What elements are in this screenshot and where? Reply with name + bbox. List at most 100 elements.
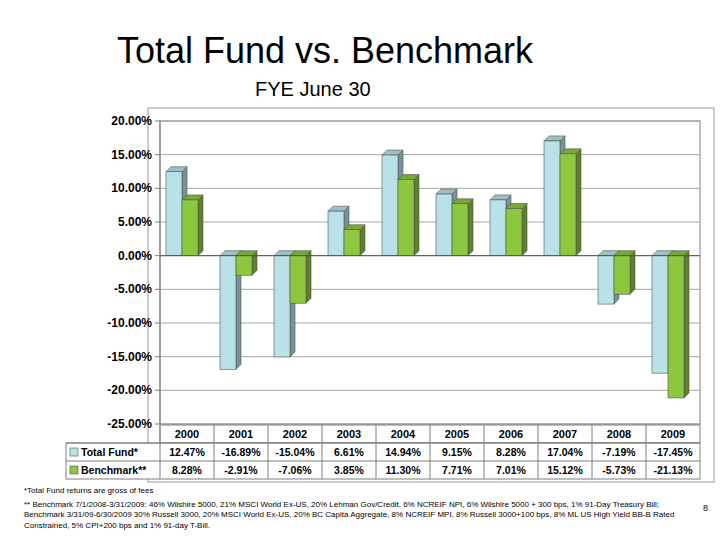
title: Total Fund vs. Benchmark bbox=[0, 30, 650, 72]
data-label: -7.19% bbox=[602, 446, 636, 458]
y-tick-label: 20.00% bbox=[111, 114, 152, 128]
x-tick-label: 2001 bbox=[229, 428, 253, 440]
bar bbox=[382, 155, 398, 256]
table-rule bbox=[430, 425, 431, 479]
bar-top bbox=[452, 199, 473, 204]
data-label: 14.94% bbox=[385, 446, 421, 458]
bar bbox=[490, 200, 506, 256]
bar bbox=[344, 230, 360, 256]
bar-top bbox=[398, 175, 419, 180]
y-axis bbox=[160, 121, 161, 424]
bar bbox=[166, 172, 182, 256]
tick-mark bbox=[155, 289, 160, 290]
y-tick-label: -20.00% bbox=[107, 383, 152, 397]
table-rule bbox=[66, 443, 700, 444]
bar-side bbox=[684, 251, 689, 398]
y-tick-label: -10.00% bbox=[107, 316, 152, 330]
footnote: *Total Fund returns are gross of fees bbox=[24, 486, 684, 497]
grid-line bbox=[160, 255, 700, 256]
tick-mark bbox=[155, 154, 160, 155]
y-tick-label: 0.00% bbox=[118, 249, 152, 263]
tick-mark bbox=[155, 390, 160, 391]
legend-swatch bbox=[70, 466, 78, 474]
bar-side bbox=[468, 199, 473, 256]
x-tick-label: 2007 bbox=[553, 428, 577, 440]
chart: -25.00%-20.00%-15.00%-10.00%-5.00%0.00%5… bbox=[0, 0, 720, 540]
x-tick-label: 2004 bbox=[391, 428, 416, 440]
bar-top bbox=[290, 251, 311, 256]
bar bbox=[506, 208, 522, 255]
grid-line bbox=[160, 222, 700, 223]
y-tick-label: 15.00% bbox=[111, 148, 152, 162]
bar-top bbox=[560, 149, 581, 154]
data-label: 7.01% bbox=[496, 464, 526, 476]
bar-top bbox=[668, 251, 689, 256]
bar-top bbox=[328, 206, 349, 211]
bar-side bbox=[522, 203, 527, 255]
grid-line bbox=[160, 154, 700, 155]
bar bbox=[668, 256, 684, 398]
tick-mark bbox=[155, 121, 160, 122]
bar-side bbox=[630, 251, 635, 295]
grid-line bbox=[160, 188, 700, 189]
bar-side bbox=[306, 251, 311, 304]
tick-mark bbox=[155, 255, 160, 256]
y-tick-label: -15.00% bbox=[107, 350, 152, 364]
data-label: 9.15% bbox=[442, 446, 472, 458]
page-number: 8 bbox=[703, 503, 708, 513]
table-rule bbox=[538, 425, 539, 479]
tick-mark bbox=[155, 356, 160, 357]
tick-mark bbox=[155, 424, 160, 425]
zero-line bbox=[160, 255, 700, 256]
bar-side bbox=[414, 175, 419, 256]
y-tick-label: -5.00% bbox=[114, 282, 152, 296]
table-body bbox=[66, 443, 700, 479]
table-rule bbox=[376, 425, 377, 479]
footnotes: *Total Fund returns are gross of fees ** … bbox=[24, 486, 684, 534]
x-tick-label: 2009 bbox=[661, 428, 685, 440]
data-label: -7.06% bbox=[278, 464, 312, 476]
data-label: -17.45% bbox=[653, 446, 693, 458]
bar bbox=[220, 256, 236, 370]
bar-top bbox=[436, 189, 457, 194]
data-label: -2.91% bbox=[224, 464, 258, 476]
x-tick-label: 2000 bbox=[175, 428, 199, 440]
bar-top bbox=[382, 150, 403, 155]
bar bbox=[652, 256, 668, 373]
bar bbox=[290, 256, 306, 304]
tick-mark bbox=[155, 222, 160, 223]
tick-mark bbox=[155, 323, 160, 324]
x-tick-label: 2008 bbox=[607, 428, 631, 440]
data-label: 12.47% bbox=[169, 446, 205, 458]
x-tick-label: 2006 bbox=[499, 428, 523, 440]
plot-area bbox=[160, 121, 700, 424]
tick-mark bbox=[155, 188, 160, 189]
data-label: 11.30% bbox=[385, 464, 421, 476]
bar bbox=[452, 204, 468, 256]
table-rule bbox=[268, 425, 269, 479]
y-tick-label: 5.00% bbox=[118, 215, 152, 229]
data-label: 17.04% bbox=[547, 446, 583, 458]
bar-top bbox=[182, 195, 203, 200]
bar-top bbox=[544, 136, 565, 141]
grid-line bbox=[160, 424, 700, 425]
table-rule bbox=[66, 461, 700, 462]
data-label: -16.89% bbox=[221, 446, 261, 458]
chart-frame bbox=[148, 108, 714, 482]
table-rule bbox=[322, 425, 323, 479]
data-label: -5.73% bbox=[602, 464, 636, 476]
bar-top bbox=[614, 251, 635, 256]
x-tick-label: 2003 bbox=[337, 428, 361, 440]
bar bbox=[560, 154, 576, 256]
table-rule bbox=[214, 425, 215, 479]
legend-swatch bbox=[70, 448, 78, 456]
bar bbox=[328, 211, 344, 256]
bar-side bbox=[198, 195, 203, 256]
data-label: 8.28% bbox=[172, 464, 202, 476]
table-rule bbox=[484, 425, 485, 479]
x-tick-label: 2005 bbox=[445, 428, 469, 440]
data-label: 6.61% bbox=[334, 446, 364, 458]
y-tick-label: 10.00% bbox=[111, 181, 152, 195]
bar bbox=[274, 256, 290, 357]
footnote: ** Benchmark 7/1/2008-3/31/2009: 46% Wil… bbox=[24, 500, 684, 532]
